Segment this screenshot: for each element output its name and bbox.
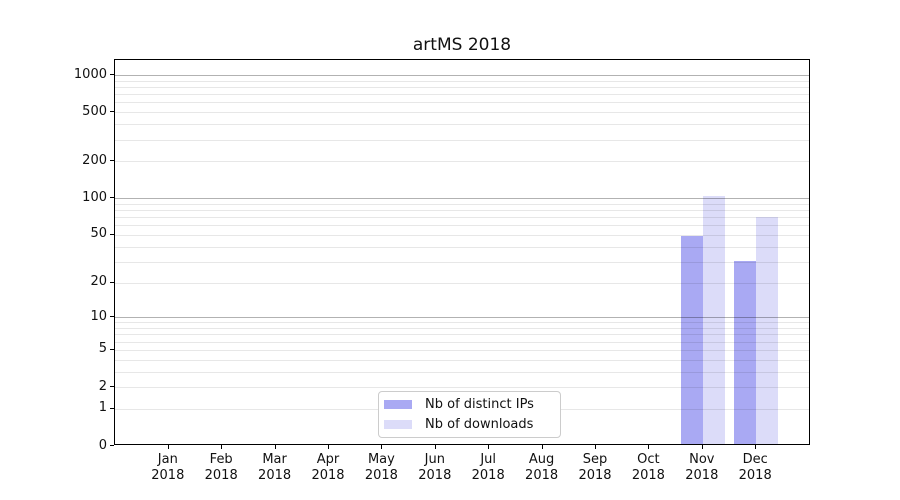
x-tick-year: 2018 <box>364 468 398 483</box>
x-tick-mark <box>648 445 650 449</box>
y-tick-label: 0 <box>98 437 107 453</box>
gridline-minor <box>115 80 809 82</box>
legend-swatch-downloads <box>384 420 412 429</box>
x-tick-mark <box>381 445 383 449</box>
x-tick-month: Jan <box>157 452 178 467</box>
x-tick-mark <box>221 445 223 449</box>
x-tick-month: Nov <box>689 452 715 467</box>
gridline-minor <box>115 139 809 141</box>
x-tick-month: Sep <box>582 452 608 467</box>
x-tick-mark <box>595 445 596 449</box>
x-tick-month: May <box>367 452 395 467</box>
gridline-minor <box>115 102 809 104</box>
x-tick-label: Mar 2018 <box>240 452 310 484</box>
y-tick-mark <box>110 445 114 446</box>
bar-distinct-ips <box>734 261 757 444</box>
x-tick-mark <box>274 445 276 449</box>
legend-label-distinct-ips: Nb of distinct IPs <box>425 397 534 412</box>
y-tick-label: 500 <box>82 103 107 119</box>
y-tick-mark <box>110 316 114 318</box>
plot-area <box>114 59 810 445</box>
x-tick-mark <box>434 445 436 449</box>
bar-downloads <box>756 217 778 444</box>
x-tick-month: Jun <box>424 452 445 467</box>
x-tick-year: 2018 <box>631 468 665 483</box>
x-tick-month: Feb <box>209 452 233 467</box>
y-tick-label: 20 <box>90 274 107 289</box>
gridline-minor <box>115 86 809 88</box>
x-tick-mark <box>755 445 757 449</box>
x-tick-year: 2018 <box>418 468 452 483</box>
y-tick-label: 10 <box>90 308 107 324</box>
x-tick-label: Jul 2018 <box>453 452 523 484</box>
bar-downloads <box>702 196 725 444</box>
x-tick-label: Apr 2018 <box>293 452 363 484</box>
x-tick-month: Mar <box>262 452 287 467</box>
gridline-minor <box>115 112 809 114</box>
y-tick-mark <box>110 281 114 283</box>
x-tick-label: Aug 2018 <box>507 452 577 484</box>
y-tick-label: 1 <box>98 400 107 416</box>
gridline-minor <box>115 161 809 163</box>
x-tick-mark <box>167 445 169 449</box>
legend-label-downloads: Nb of downloads <box>425 417 534 432</box>
legend: Nb of distinct IPs Nb of downloads <box>378 391 561 438</box>
y-tick-label: 100 <box>82 189 107 205</box>
x-tick-month: Aug <box>528 452 555 467</box>
legend-swatch-distinct-ips <box>384 400 412 409</box>
y-tick-label: 200 <box>82 152 107 168</box>
y-tick-mark <box>110 197 114 199</box>
x-tick-label: Oct 2018 <box>613 452 683 484</box>
x-tick-label: Dec 2018 <box>720 452 790 484</box>
y-tick-mark <box>110 348 114 350</box>
x-tick-year: 2018 <box>311 468 345 483</box>
x-tick-mark <box>701 445 703 449</box>
x-tick-year: 2018 <box>685 468 719 483</box>
x-tick-year: 2018 <box>151 468 185 483</box>
x-tick-mark <box>541 445 543 449</box>
x-tick-month: Jul <box>480 452 497 467</box>
bar-distinct-ips <box>681 236 703 444</box>
x-tick-label: Sep 2018 <box>560 452 630 484</box>
x-tick-label: May 2018 <box>346 452 416 484</box>
gridline-minor <box>115 94 809 96</box>
x-tick-year: 2018 <box>204 468 238 483</box>
x-tick-label: Nov 2018 <box>667 452 737 484</box>
x-tick-year: 2018 <box>578 468 612 483</box>
x-tick-mark <box>328 445 329 449</box>
x-tick-month: Dec <box>742 452 768 467</box>
x-tick-label: Jan 2018 <box>133 452 203 484</box>
x-tick-year: 2018 <box>471 468 505 483</box>
x-tick-mark <box>488 445 490 449</box>
x-tick-year: 2018 <box>258 468 292 483</box>
y-tick-mark <box>110 233 114 235</box>
x-tick-label: Feb 2018 <box>186 452 256 484</box>
x-tick-label: Jun 2018 <box>400 452 470 484</box>
y-tick-label: 5 <box>98 341 107 357</box>
y-tick-label: 2 <box>98 378 107 394</box>
x-tick-month: Apr <box>316 452 340 467</box>
y-tick-mark <box>110 74 114 75</box>
y-tick-mark <box>110 407 114 409</box>
gridline-major <box>115 75 809 76</box>
y-tick-mark <box>110 386 114 387</box>
legend-item-downloads: Nb of downloads <box>384 417 560 433</box>
y-tick-mark <box>110 160 114 162</box>
chart-title: artMS 2018 <box>412 35 512 55</box>
y-tick-label: 1000 <box>73 66 107 82</box>
gridline-minor <box>115 124 809 126</box>
y-tick-label: 50 <box>90 226 107 242</box>
x-tick-year: 2018 <box>525 468 559 483</box>
x-tick-month: Oct <box>637 452 660 467</box>
x-tick-year: 2018 <box>738 468 772 483</box>
legend-item-distinct-ips: Nb of distinct IPs <box>384 397 560 413</box>
y-tick-mark <box>110 111 114 113</box>
